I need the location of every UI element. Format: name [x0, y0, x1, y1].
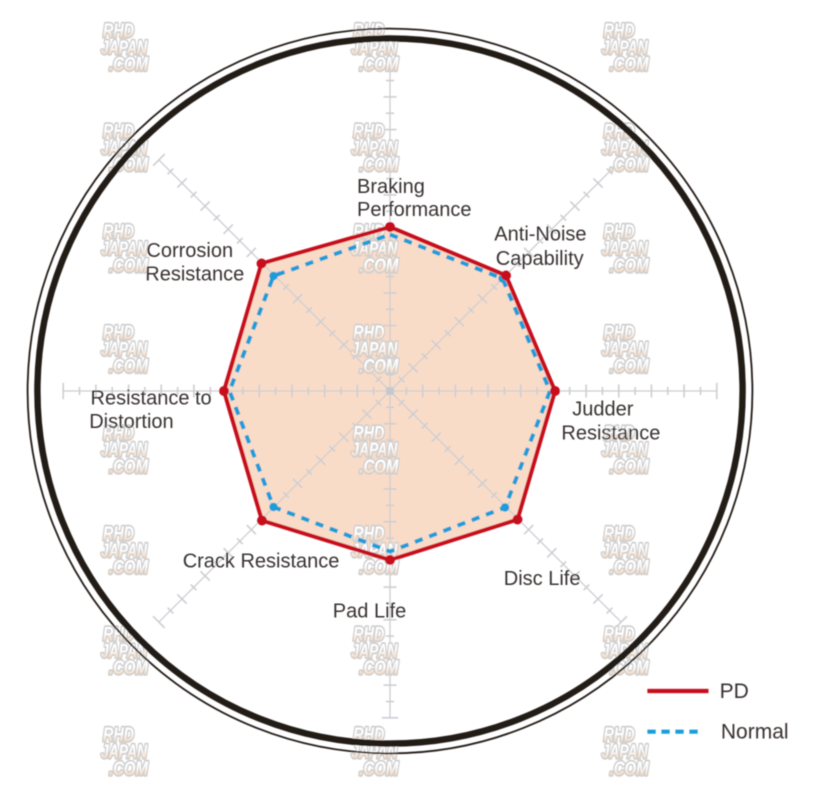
svg-text:Distortion: Distortion — [89, 411, 173, 433]
svg-text:Pad Life: Pad Life — [333, 600, 406, 622]
svg-text:Disc Life: Disc Life — [504, 568, 581, 590]
svg-text:Normal: Normal — [721, 720, 789, 743]
svg-text:Resistance: Resistance — [561, 423, 660, 445]
svg-text:Anti-Noise: Anti-Noise — [494, 224, 586, 246]
svg-text:Judder: Judder — [572, 399, 633, 421]
svg-text:PD: PD — [720, 680, 749, 703]
svg-text:Braking: Braking — [357, 176, 425, 198]
svg-text:Corrosion: Corrosion — [146, 240, 233, 262]
svg-text:Capability: Capability — [496, 248, 584, 270]
svg-text:Crack Resistance: Crack Resistance — [183, 550, 340, 572]
svg-text:Resistance: Resistance — [145, 264, 244, 286]
svg-text:Resistance to: Resistance to — [91, 388, 212, 410]
svg-text:Performance: Performance — [357, 199, 472, 221]
